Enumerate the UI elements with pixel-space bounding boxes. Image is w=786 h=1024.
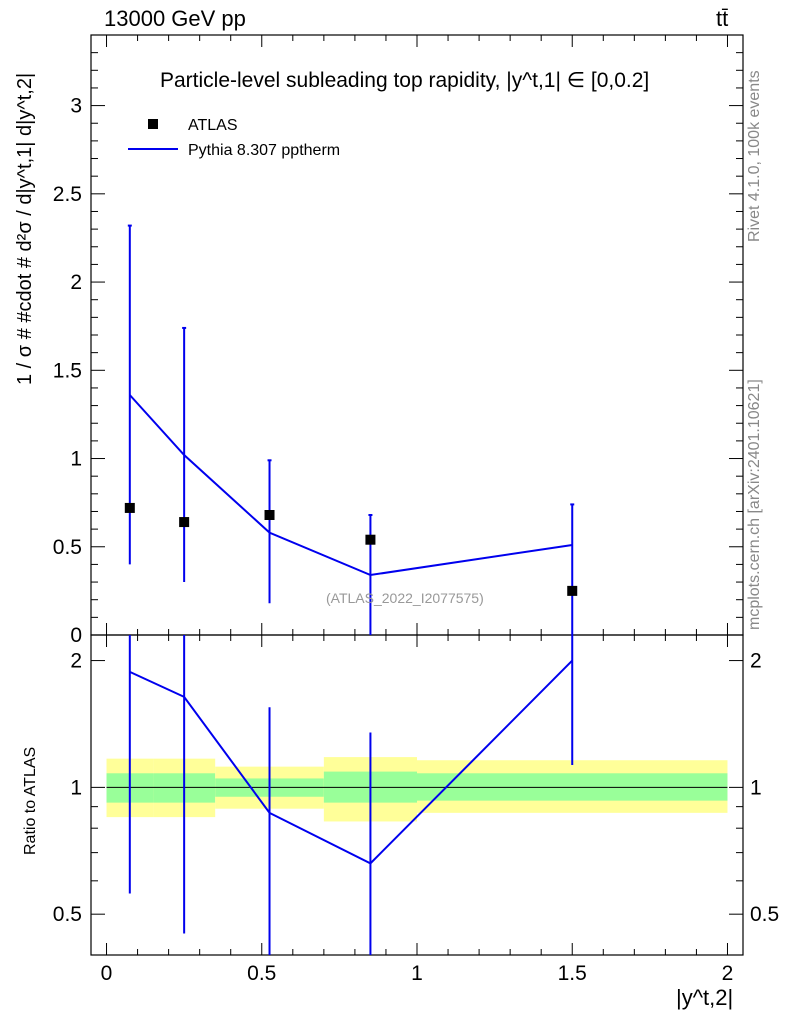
x-tick-label: 1 [411,962,423,985]
mcplots-label: mcplots.cern.ch [arXiv:2401.10621] [746,379,763,630]
y-tick-label: 1.5 [53,359,82,382]
y-tick-label: 0 [70,624,82,647]
atlas-data-point [264,510,275,520]
ratio-y-tick-label-right: 0.5 [750,903,779,926]
ratio-y-axis-label: Ratio to ATLAS [22,746,39,855]
y-tick-label: 2.5 [53,183,82,206]
chart-title: Particle-level subleading top rapidity, … [160,69,650,92]
x-tick-label: 2 [722,962,734,985]
y-tick-label: 3 [70,95,82,118]
ratio-y-tick-label-right: 1 [750,776,762,799]
process-label: tt̄ [716,6,729,31]
atlas-data-point [124,502,135,513]
analysis-watermark: (ATLAS_2022_I2077575) [326,590,484,606]
x-tick-label: 0 [101,962,113,985]
atlas-data-point [365,534,376,545]
ratio-y-tick-label: 0.5 [53,903,82,926]
x-tick-label: 1.5 [558,962,587,985]
ratio-y-tick-label: 1 [70,776,82,799]
x-tick-label: 0.5 [247,962,276,985]
legend-label-pythia: Pythia 8.307 pptherm [188,142,340,159]
ratio-y-tick-label-right: 2 [750,650,762,673]
y-axis-label: 1 / σ # #cdot # d²σ / d|y^t,1| d|y^t,2| [14,72,36,385]
legend-label-atlas: ATLAS [188,117,238,134]
ratio-y-tick-label: 2 [70,650,82,673]
y-tick-label: 2 [70,271,82,294]
energy-label: 13000 GeV pp [104,6,246,31]
atlas-data-point [567,585,578,596]
legend-marker-atlas [148,119,158,129]
rivet-version-label: Rivet 4.1.0, 100k events [746,70,763,242]
y-tick-label: 0.5 [53,536,82,559]
atlas-data-point [179,517,190,528]
x-axis-label: |y^t,2| [676,985,734,1010]
mc-line-main [129,394,573,577]
y-tick-label: 1 [70,448,82,471]
